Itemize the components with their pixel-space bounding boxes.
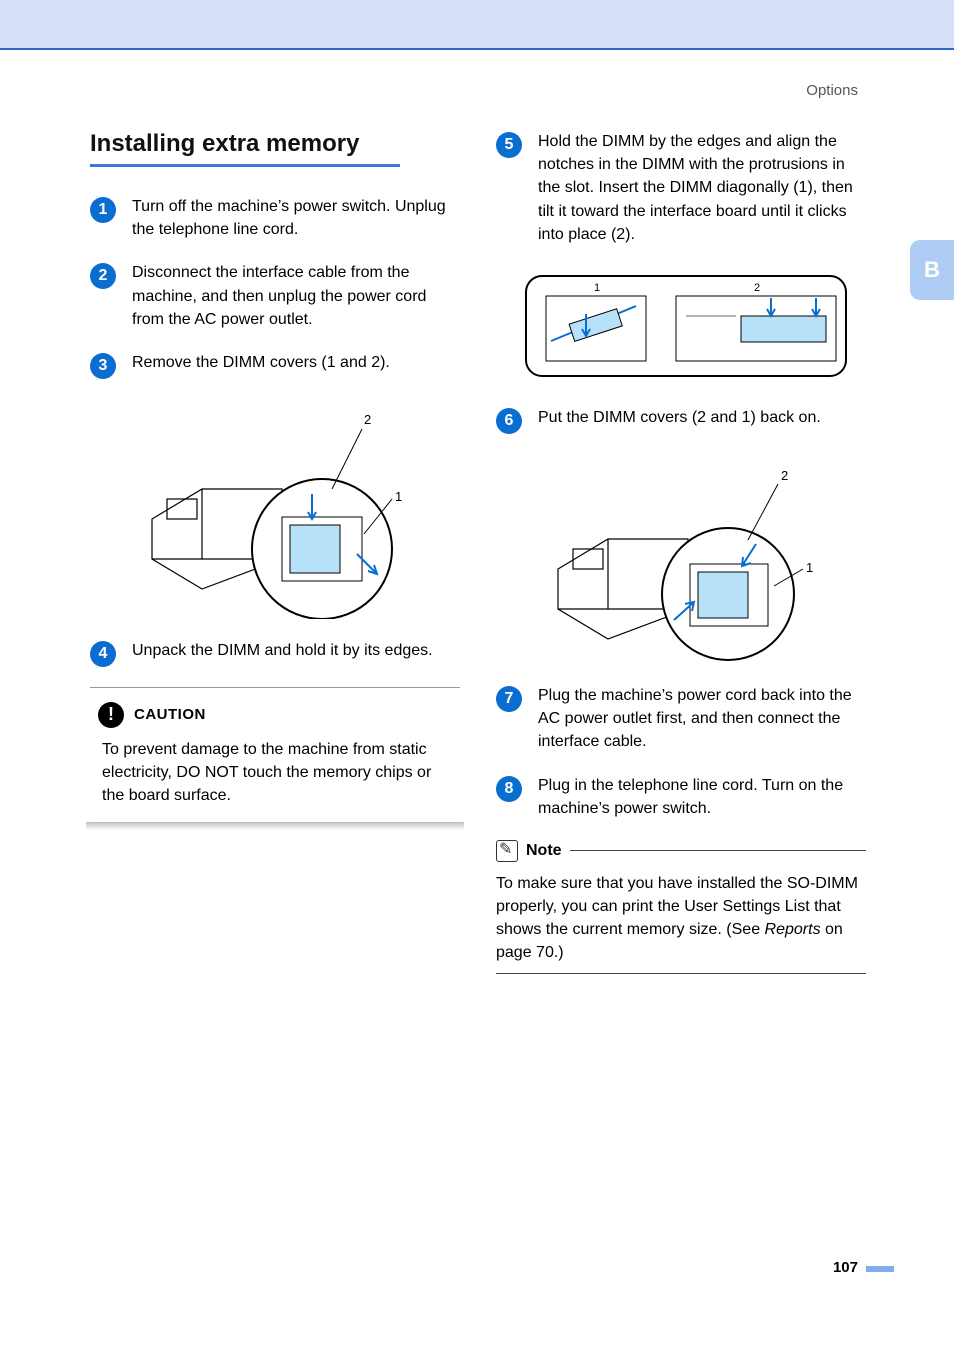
callout-2: 2 [781, 468, 788, 483]
caution-icon: ! [98, 702, 124, 728]
step-text: Hold the DIMM by the edges and align the… [538, 130, 866, 246]
callout-1: 1 [594, 282, 600, 294]
title-rule [90, 164, 400, 167]
caution-label: CAUTION [134, 706, 206, 723]
step-6: 6 Put the DIMM covers (2 and 1) back on. [496, 406, 866, 434]
page-number: 107 [833, 1259, 858, 1276]
step-number-badge: 7 [496, 686, 522, 712]
callout-2: 2 [754, 282, 760, 294]
right-column: 5 Hold the DIMM by the edges and align t… [496, 130, 866, 974]
page-body: Installing extra memory 1 Turn off the m… [90, 130, 870, 974]
callout-1: 1 [806, 560, 813, 575]
section-title: Installing extra memory [90, 130, 460, 158]
left-column: Installing extra memory 1 Turn off the m… [90, 130, 460, 974]
note-text: To make sure that you have installed the… [496, 866, 866, 973]
header-category: Options [806, 82, 858, 99]
note-icon [496, 840, 518, 862]
caution-box: ! CAUTION To prevent damage to the machi… [90, 687, 460, 823]
caution-text: To prevent damage to the machine from st… [98, 738, 452, 808]
note-label: Note [526, 842, 562, 860]
top-banner [0, 0, 954, 50]
page-number-accent [866, 1266, 894, 1272]
step-3: 3 Remove the DIMM covers (1 and 2). [90, 351, 460, 379]
step-number-badge: 3 [90, 353, 116, 379]
step-text: Remove the DIMM covers (1 and 2). [132, 351, 390, 374]
step-4: 4 Unpack the DIMM and hold it by its edg… [90, 639, 460, 667]
step-text: Unpack the DIMM and hold it by its edges… [132, 639, 433, 662]
caution-shadow [86, 822, 464, 830]
step-7: 7 Plug the machine’s power cord back int… [496, 684, 866, 754]
step-text: Plug the machine’s power cord back into … [538, 684, 866, 754]
figure-step-5: 1 2 [516, 266, 856, 386]
step-number-badge: 1 [90, 197, 116, 223]
step-text: Plug in the telephone line cord. Turn on… [538, 774, 866, 820]
step-number-badge: 8 [496, 776, 522, 802]
callout-1: 1 [395, 489, 402, 504]
note-rule [570, 850, 866, 851]
figure-step-6: 2 1 [538, 454, 818, 664]
step-number-badge: 4 [90, 641, 116, 667]
step-text: Turn off the machine’s power switch. Unp… [132, 195, 460, 241]
note-end-rule [496, 973, 866, 974]
callout-2: 2 [364, 412, 371, 427]
step-2: 2 Disconnect the interface cable from th… [90, 261, 460, 331]
step-number-badge: 5 [496, 132, 522, 158]
chapter-tab: B [910, 240, 954, 300]
step-text: Put the DIMM covers (2 and 1) back on. [538, 406, 821, 429]
note-header: Note [496, 840, 866, 862]
step-number-badge: 2 [90, 263, 116, 289]
step-8: 8 Plug in the telephone line cord. Turn … [496, 774, 866, 820]
step-number-badge: 6 [496, 408, 522, 434]
step-1: 1 Turn off the machine’s power switch. U… [90, 195, 460, 241]
note-text-italic: Reports [765, 921, 821, 938]
step-5: 5 Hold the DIMM by the edges and align t… [496, 130, 866, 246]
step-text: Disconnect the interface cable from the … [132, 261, 460, 331]
figure-step-3: 2 1 [132, 399, 412, 619]
